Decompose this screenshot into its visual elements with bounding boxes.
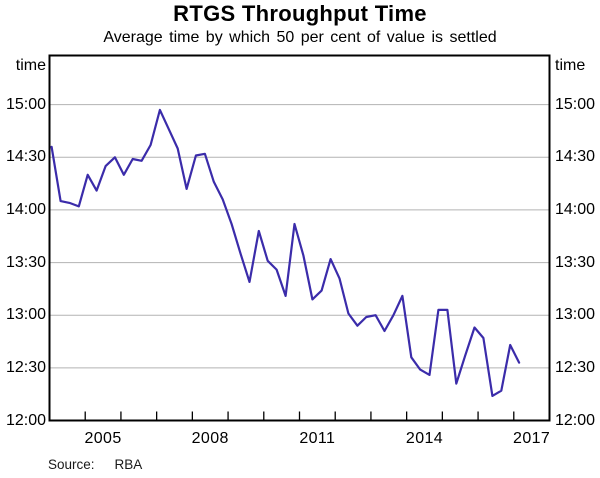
y-tick-label-right-13:00: 13:00	[555, 306, 596, 324]
y-tick-label-left-15:00: 15:00	[5, 95, 46, 113]
y-tick-label-right-13:30: 13:30	[555, 253, 596, 271]
y-tick-label-left-14:30: 14:30	[5, 148, 46, 166]
y-tick-label-left-12:00: 12:00	[5, 411, 46, 429]
source-label: Source:	[48, 457, 95, 472]
y-tick-label-right-12:30: 12:30	[555, 358, 596, 376]
chart-title: RTGS Throughput Time	[173, 1, 427, 26]
y-tick-label-left-13:30: 13:30	[5, 253, 46, 271]
y-tick-label-left-12:30: 12:30	[5, 358, 46, 376]
chart-subtitle: Average time by which 50 per cent of val…	[103, 29, 497, 46]
y-tick-label-right-14:00: 14:00	[555, 200, 596, 218]
y-tick-label-right-15:00: 15:00	[555, 95, 596, 113]
y-tick-label-right-14:30: 14:30	[555, 148, 596, 166]
y-unit-label-left: time	[15, 57, 46, 74]
y-tick-label-left-14:00: 14:00	[5, 200, 46, 218]
x-tick-label-2014: 2014	[405, 430, 444, 447]
source-value: RBA	[114, 457, 143, 472]
x-tick-label-2008: 2008	[191, 430, 229, 447]
x-tick-label-2005: 2005	[84, 430, 122, 447]
y-tick-label-right-12:00: 12:00	[555, 411, 596, 429]
y-unit-label-right: time	[555, 57, 586, 74]
y-tick-label-left-13:00: 13:00	[5, 306, 46, 324]
x-tick-label-2011: 2011	[299, 430, 336, 447]
x-tick-label-2017: 2017	[513, 430, 551, 447]
source-note: Source: RBA	[48, 457, 142, 472]
throughput-line	[50, 108, 521, 397]
axis-frame	[48, 54, 551, 422]
